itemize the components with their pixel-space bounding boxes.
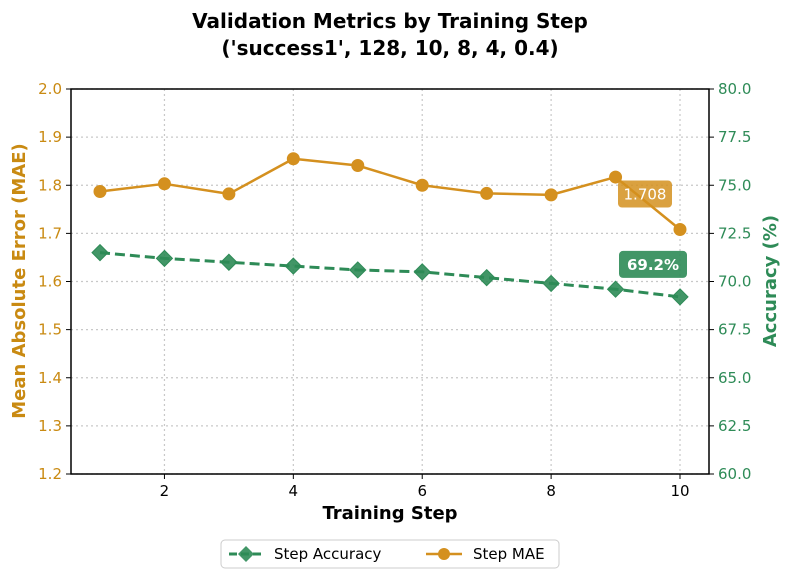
legend-accuracy-marker <box>238 546 254 562</box>
x-tick-label: 6 <box>417 482 427 500</box>
mae-point <box>222 187 236 201</box>
y-right-tick-label: 62.5 <box>718 417 751 435</box>
accuracy-point <box>606 280 625 298</box>
y-left-tick-label: 1.9 <box>38 128 62 146</box>
y-left-tick-label: 1.8 <box>38 176 62 194</box>
legend: Step Accuracy Step MAE <box>220 539 560 569</box>
callouts: 1.708 69.2% <box>618 180 687 278</box>
y-right-tick-label: 67.5 <box>718 321 751 339</box>
y-axis-left-label: Mean Absolute Error (MAE) <box>9 143 30 418</box>
y-left-tick-label: 1.5 <box>38 321 62 339</box>
accuracy-series-line <box>99 251 681 299</box>
y-right-tick-label: 80.0 <box>718 80 751 98</box>
accuracy-point <box>542 274 560 293</box>
x-tick-label: 10 <box>670 482 689 500</box>
y-right-tick-label: 75.0 <box>718 176 751 194</box>
axes: 2 4 6 8 10 1.2 1.3 1.4 1.5 1.6 1.7 1.8 1.9 2.0 60.0 62.… <box>38 80 751 500</box>
legend-accuracy-label: Step Accuracy <box>274 545 382 563</box>
mae-point <box>544 188 558 202</box>
y-right-tick-label: 77.5 <box>718 128 751 146</box>
legend-box <box>220 539 560 569</box>
x-tick-label: 2 <box>160 482 170 500</box>
accuracy-point <box>477 268 496 287</box>
x-tick-label: 4 <box>289 482 299 500</box>
chart-title: Validation Metrics by Training Step <box>192 9 588 33</box>
mae-last-callout-box <box>618 180 672 208</box>
series <box>91 152 689 306</box>
y-right-tick-label: 60.0 <box>718 465 751 483</box>
y-right-tick-label: 72.5 <box>718 224 751 242</box>
y-left-tick-label: 1.4 <box>38 369 62 387</box>
mae-point <box>93 185 107 199</box>
legend-mae-label: Step MAE <box>473 545 545 563</box>
x-tick-label: 8 <box>546 482 556 500</box>
mae-point <box>286 152 300 166</box>
y-axis-right-label: Accuracy (%) <box>760 215 781 347</box>
accuracy-point <box>155 249 174 268</box>
accuracy-point <box>91 243 109 262</box>
mae-point <box>480 186 494 200</box>
acc-last-callout-text: 69.2% <box>627 256 679 274</box>
mae-series-line <box>99 157 681 231</box>
acc-last-callout-box <box>619 250 687 278</box>
accuracy-point <box>220 253 238 271</box>
mae-point <box>157 177 171 191</box>
accuracy-point <box>284 257 303 275</box>
grid <box>71 88 709 475</box>
accuracy-point <box>671 288 689 306</box>
y-left-tick-label: 2.0 <box>38 80 62 98</box>
y-left-tick-label: 1.3 <box>38 417 62 435</box>
mae-point <box>415 178 429 192</box>
chart-subtitle: ('success1', 128, 10, 8, 4, 0.4) <box>221 36 558 60</box>
accuracy-point <box>413 263 431 281</box>
legend-mae-marker <box>438 548 450 560</box>
y-left-tick-label: 1.7 <box>38 224 62 242</box>
y-left-tick-label: 1.2 <box>38 465 62 483</box>
mae-point <box>673 223 687 237</box>
mae-point <box>351 159 365 173</box>
accuracy-point <box>349 261 367 279</box>
x-axis-label: Training Step <box>322 503 457 524</box>
y-right-tick-label: 65.0 <box>718 369 751 387</box>
y-right-tick-label: 70.0 <box>718 273 751 291</box>
mae-point <box>609 170 623 184</box>
y-left-tick-label: 1.6 <box>38 273 62 291</box>
mae-last-callout-text: 1.708 <box>624 186 667 204</box>
